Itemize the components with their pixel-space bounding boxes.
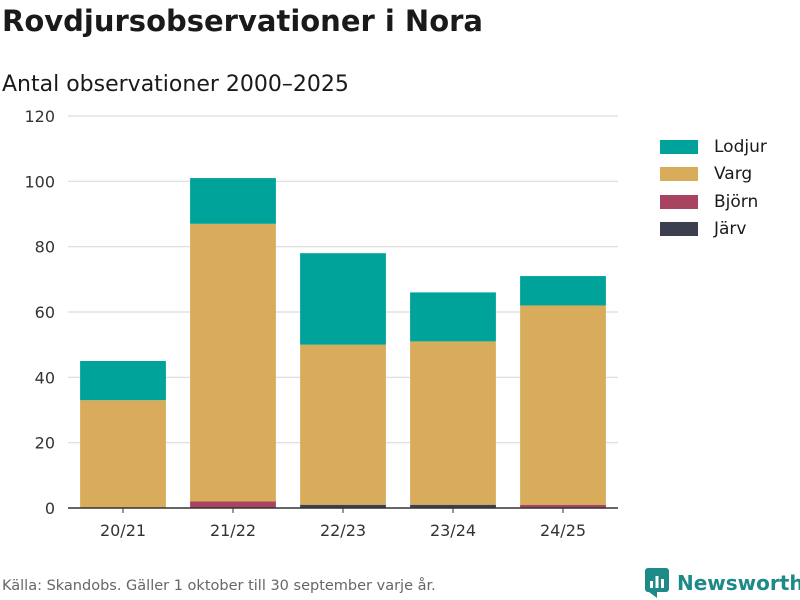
x-tick-label: 24/25	[540, 521, 586, 540]
brand-logo: Newsworthy	[645, 568, 800, 598]
bar-varg-21-22	[190, 223, 276, 502]
x-tick-label: 23/24	[430, 521, 476, 540]
legend-label: Björn	[714, 191, 759, 212]
y-tick-label: 40	[35, 368, 55, 387]
legend-item-varg: Varg	[660, 161, 767, 189]
x-axis-ticks: 20/21 21/22 22/23 23/24 24/25	[100, 508, 586, 540]
bars	[80, 178, 606, 508]
legend-swatch	[660, 139, 698, 154]
bar-järv-22-23	[300, 504, 386, 508]
legend: Lodjur Varg Björn Järv	[660, 133, 767, 243]
y-axis-ticks: 0 20 40 60 80 100 120	[24, 107, 55, 518]
x-tick-label: 20/21	[100, 521, 146, 540]
bar-lodjur-20-21	[80, 361, 166, 401]
y-tick-label: 60	[35, 303, 55, 322]
chart-title: Rovdjursobservationer i Nora	[2, 4, 483, 38]
y-tick-label: 120	[24, 107, 55, 126]
bar-varg-20-21	[80, 400, 166, 508]
newsworthy-logo-icon	[645, 568, 669, 598]
bar-björn-21-22	[190, 501, 276, 508]
bar-lodjur-24-25	[520, 276, 606, 306]
bar-varg-23-24	[410, 341, 496, 505]
x-tick-label: 22/23	[320, 521, 366, 540]
source-footer: Källa: Skandobs. Gäller 1 oktober till 3…	[2, 578, 436, 594]
bar-varg-24-25	[520, 305, 606, 505]
bar-lodjur-22-23	[300, 253, 386, 345]
bar-varg-22-23	[300, 344, 386, 505]
bar-lodjur-23-24	[410, 292, 496, 342]
legend-item-lodjur: Lodjur	[660, 133, 767, 161]
legend-swatch	[660, 222, 698, 237]
bar-lodjur-21-22	[190, 178, 276, 224]
x-tick-label: 21/22	[210, 521, 256, 540]
legend-label: Varg	[714, 164, 753, 185]
y-tick-label: 0	[45, 499, 55, 518]
legend-label: Järv	[714, 219, 747, 240]
bar-björn-24-25	[520, 504, 606, 508]
y-tick-label: 20	[35, 434, 55, 453]
brand-name: Newsworthy	[677, 571, 800, 595]
legend-item-björn: Björn	[660, 188, 767, 216]
legend-swatch	[660, 167, 698, 182]
chart-subtitle: Antal observationer 2000–2025	[2, 72, 349, 97]
legend-item-järv: Järv	[660, 216, 767, 244]
legend-label: Lodjur	[714, 136, 767, 157]
y-tick-label: 80	[35, 238, 55, 257]
legend-swatch	[660, 194, 698, 209]
y-tick-label: 100	[24, 172, 55, 191]
bar-järv-23-24	[410, 504, 496, 508]
